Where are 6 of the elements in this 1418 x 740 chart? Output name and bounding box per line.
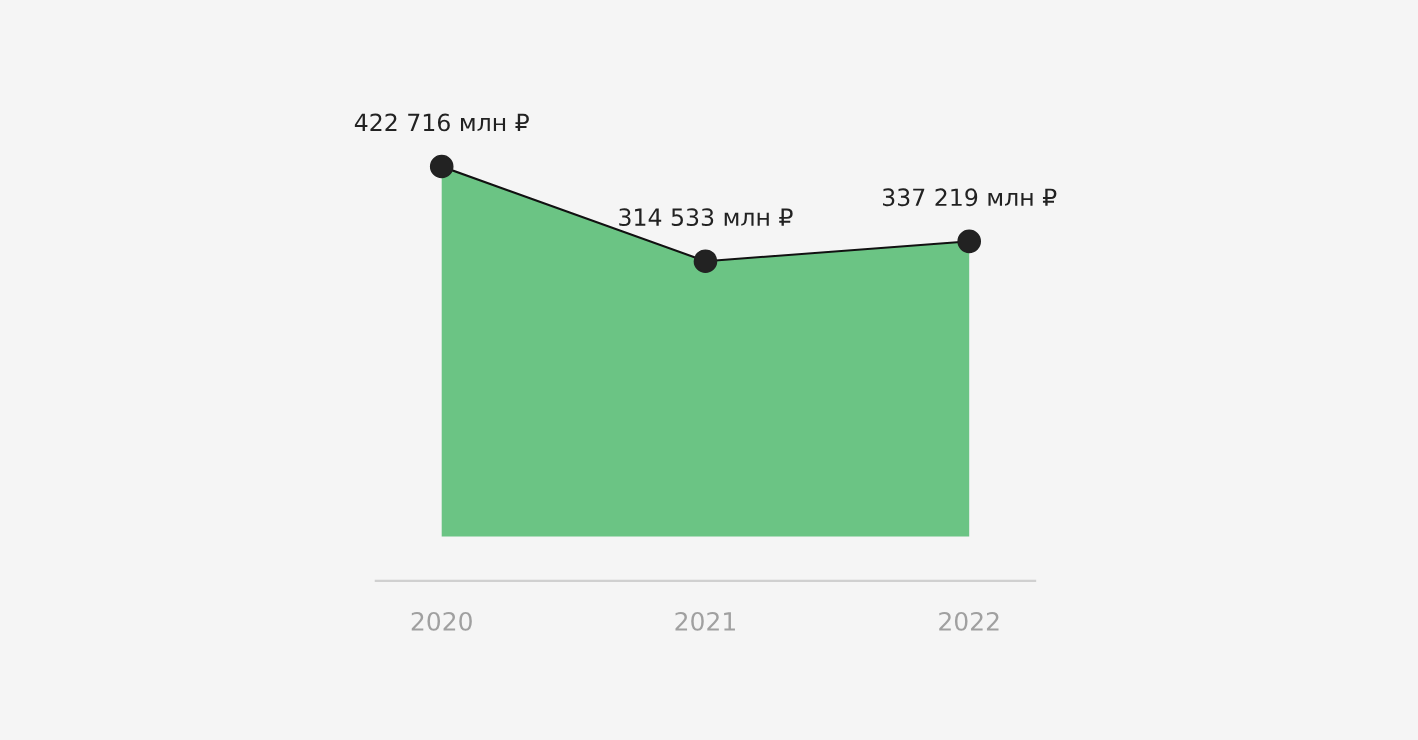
x-tick-label: 2020 — [411, 611, 472, 631]
data-label: 314 533 млн ₽ — [619, 208, 793, 227]
data-label: 337 219 млн ₽ — [883, 188, 1057, 207]
data-label: 422 716 млн ₽ — [354, 113, 529, 132]
x-tick-label: 2021 — [675, 611, 735, 631]
x-tick-label: 2022 — [939, 611, 999, 631]
